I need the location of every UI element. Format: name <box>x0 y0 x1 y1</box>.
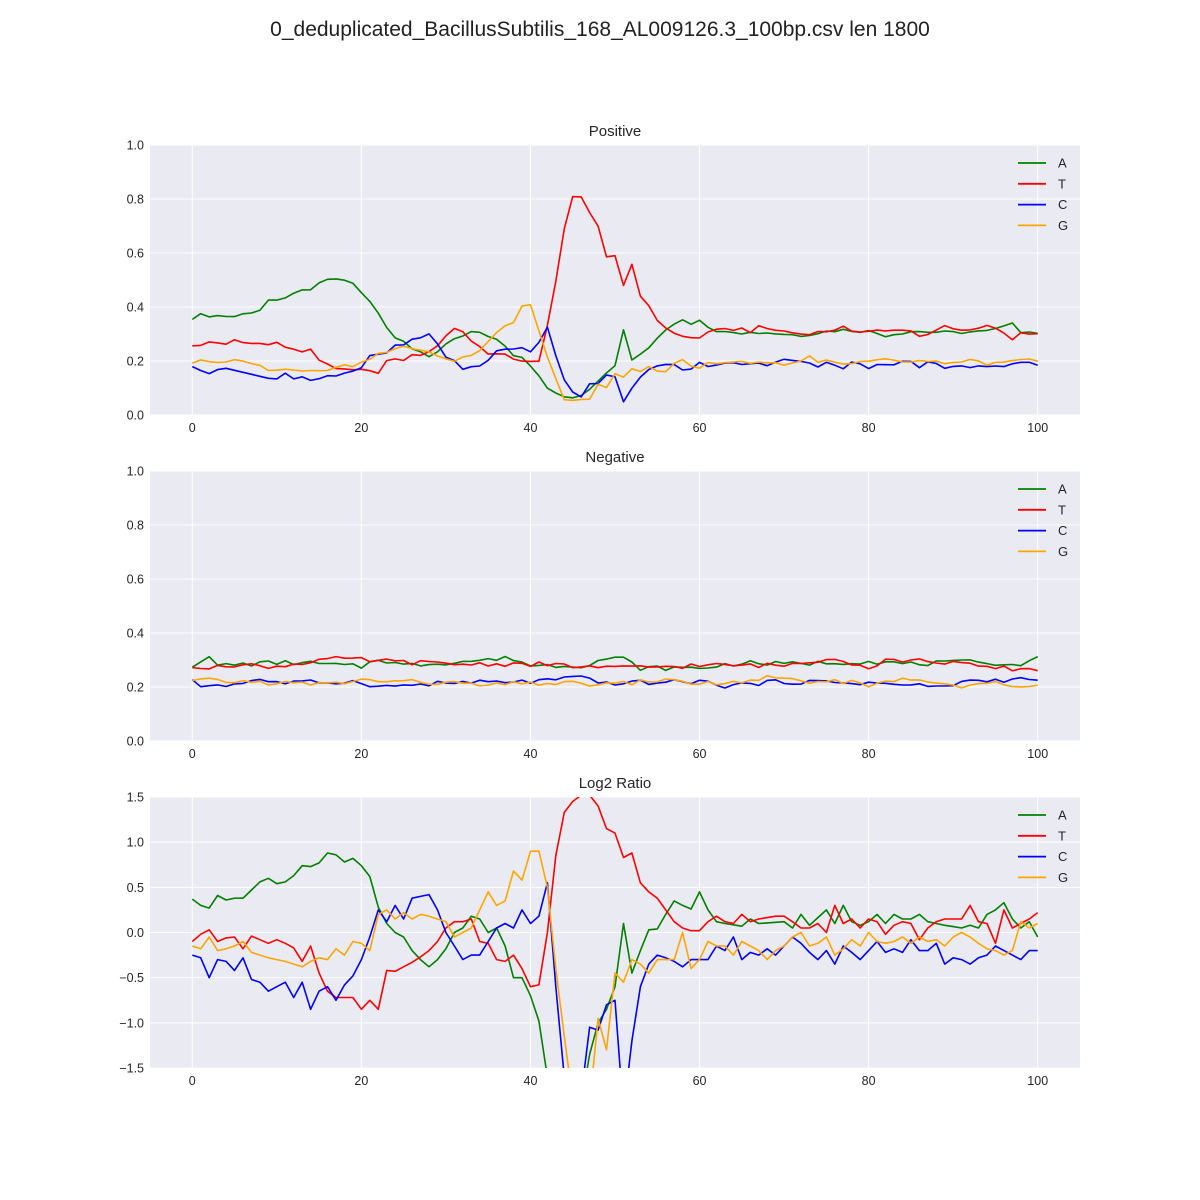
series-line-A <box>191 852 1039 1068</box>
y-tick-label: 0.4 <box>127 301 144 315</box>
y-tick-label: 0.6 <box>127 573 144 587</box>
legend-label-C: C <box>1058 523 1067 538</box>
legend-label-G: G <box>1058 544 1068 559</box>
legend-label-A: A <box>1058 156 1067 171</box>
y-tick-label: 1.0 <box>127 465 144 479</box>
y-tick-label: 0.8 <box>127 519 144 533</box>
legend-label-T: T <box>1058 828 1066 843</box>
y-tick-label: −0.5 <box>119 971 144 985</box>
plot-area <box>150 471 1080 741</box>
x-tick-label: 0 <box>189 421 196 435</box>
series-line-G <box>192 850 1039 1068</box>
y-tick-label: −1.5 <box>119 1062 144 1076</box>
y-tick-label: 0.4 <box>127 627 144 641</box>
legend-label-G: G <box>1058 218 1068 233</box>
subplot-2: 0 20 40 60 80 100 −1.5 −1.0 −0.5 0.0 0.5 1.0 1.5 Log2… <box>119 775 1080 1088</box>
legend-label-A: A <box>1058 808 1067 823</box>
series-line-A <box>191 655 1039 672</box>
x-tick-label: 60 <box>693 1074 707 1088</box>
x-tick-label: 40 <box>524 421 538 435</box>
figure-title: 0_deduplicated_BacillusSubtilis_168_AL00… <box>270 18 930 41</box>
series-line-G <box>192 674 1038 689</box>
x-tick-label: 0 <box>189 1074 196 1088</box>
subplot-title: Negative <box>585 449 644 466</box>
series-group <box>191 195 1038 403</box>
x-tick-label: 100 <box>1027 1074 1048 1088</box>
series-line-G <box>192 303 1038 402</box>
x-tick-label: 20 <box>354 1074 368 1088</box>
x-tick-label: 60 <box>693 421 707 435</box>
plot-area <box>150 145 1080 415</box>
x-tick-label: 80 <box>862 747 876 761</box>
x-tick-label: 40 <box>524 1074 538 1088</box>
subplot-1: 0 20 40 60 80 100 0.0 0.2 0.4 0.6 0.8 1.0 Negative AT… <box>127 449 1080 761</box>
legend-label-G: G <box>1058 870 1068 885</box>
y-tick-label: 0.2 <box>127 681 144 695</box>
x-tick-label: 80 <box>862 421 876 435</box>
x-tick-label: 40 <box>524 747 538 761</box>
subplot-0: 0 20 40 60 80 100 0.0 0.2 0.4 0.6 0.8 1.0 Positive AT… <box>127 123 1080 435</box>
y-tick-label: 1.0 <box>127 139 144 153</box>
series-group <box>191 797 1039 1068</box>
x-tick-label: 60 <box>693 747 707 761</box>
y-tick-label: 0.8 <box>127 193 144 207</box>
x-tick-label: 0 <box>189 747 196 761</box>
series-line-C <box>191 326 1038 403</box>
x-tick-label: 20 <box>354 747 368 761</box>
series-group <box>191 655 1039 689</box>
x-tick-label: 100 <box>1027 421 1048 435</box>
subplot-title: Positive <box>589 123 642 140</box>
x-tick-label: 80 <box>862 1074 876 1088</box>
series-line-T <box>192 195 1038 375</box>
series-line-C <box>192 881 1038 1068</box>
y-tick-label: 0.0 <box>127 926 144 940</box>
legend-label-T: T <box>1058 502 1066 517</box>
series-line-C <box>191 675 1038 689</box>
legend-label-C: C <box>1058 849 1067 864</box>
y-tick-label: 0.6 <box>127 247 144 261</box>
y-tick-label: 0.5 <box>127 881 144 895</box>
y-tick-label: 0.2 <box>127 355 144 369</box>
y-tick-label: −1.0 <box>119 1016 144 1030</box>
legend-label-T: T <box>1058 176 1066 191</box>
y-tick-label: 1.0 <box>127 836 144 850</box>
y-tick-label: 0.0 <box>127 409 144 423</box>
y-tick-label: 0.0 <box>127 735 144 749</box>
legend-label-C: C <box>1058 197 1067 212</box>
y-tick-label: 1.5 <box>127 791 144 805</box>
subplot-title: Log2 Ratio <box>579 775 652 792</box>
series-line-T <box>192 655 1038 672</box>
x-tick-label: 100 <box>1027 747 1048 761</box>
x-tick-label: 20 <box>354 421 368 435</box>
legend-label-A: A <box>1058 482 1067 497</box>
series-line-A <box>191 278 1038 399</box>
